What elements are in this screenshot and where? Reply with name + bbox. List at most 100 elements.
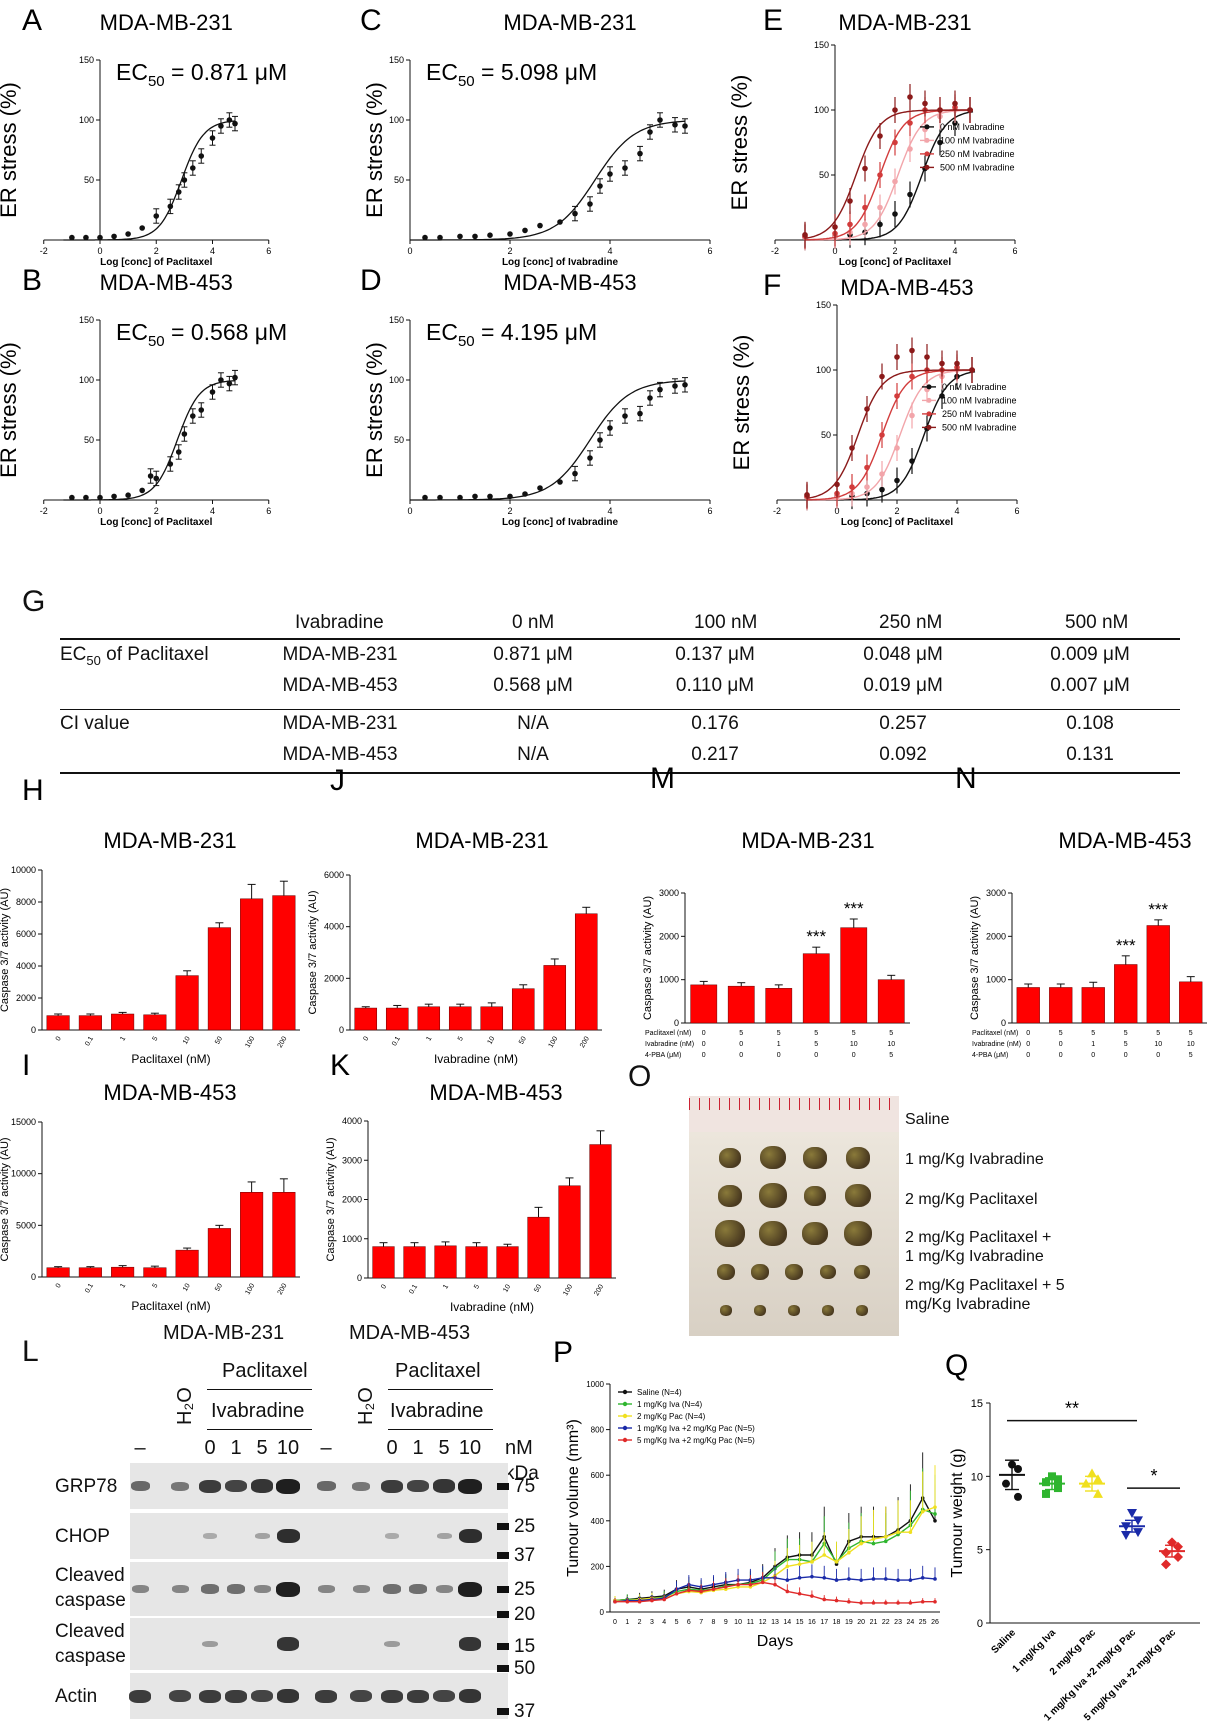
x-tick-label: 0 <box>832 246 837 256</box>
row-value: 0 <box>1026 1052 1030 1059</box>
x-tick-label: 0 <box>97 506 102 516</box>
data-point <box>687 1587 691 1591</box>
x-tick-label: 10 <box>182 1035 192 1045</box>
data-point <box>883 1534 888 1539</box>
data-point <box>637 1597 642 1602</box>
legend-label: 100 nM Ivabradine <box>940 135 1015 145</box>
data-point <box>871 1577 876 1581</box>
data-point <box>967 107 973 113</box>
blot-band <box>199 1689 221 1703</box>
table-ci-cell: 0.257 <box>879 713 927 734</box>
blot-unit: nM <box>505 1437 533 1459</box>
panel-label-l: L <box>22 1335 39 1368</box>
x-tick-label: 1 <box>119 1282 127 1289</box>
tumour-specimen <box>718 1185 743 1207</box>
y-tick-label: 8000 <box>16 897 36 907</box>
legend-label: 2 mg/Kg Pac (N=4) <box>637 1412 706 1421</box>
y-axis-title: Caspase 3/7 activity (AU) <box>0 888 11 1012</box>
y-tick-label: 4000 <box>324 922 344 932</box>
data-point <box>952 100 958 107</box>
tumour-specimen <box>720 1305 732 1316</box>
data-point <box>736 1582 740 1587</box>
data-point <box>933 1505 937 1509</box>
data-point <box>662 1596 667 1601</box>
x-tick-label: 1 <box>625 1619 629 1626</box>
blot-lane-label: 5 <box>438 1437 450 1459</box>
significance-stars: *** <box>1148 900 1168 919</box>
data-point <box>1081 1478 1091 1488</box>
x-tick-label: 22 <box>882 1619 890 1626</box>
blot-band <box>350 1689 372 1703</box>
blot-band <box>458 1637 482 1651</box>
data-point <box>190 165 196 171</box>
data-point <box>672 383 678 389</box>
ec50-label: EC50 = 5.098 μM <box>426 59 597 90</box>
blot-lane-label: 5 <box>256 1437 268 1459</box>
data-point <box>736 1582 740 1587</box>
blot-band <box>352 1585 370 1593</box>
x-tick-label: 3 <box>650 1619 654 1626</box>
x-tick-label: 5 <box>473 1283 481 1290</box>
blot-band <box>169 1689 191 1703</box>
row-value: 0 <box>1059 1041 1063 1048</box>
table-ec50-cell: 0.048 μM <box>863 644 943 665</box>
data-point <box>797 1553 802 1557</box>
x-tick-label: 10 <box>487 1035 497 1045</box>
data-point <box>422 234 428 241</box>
data-point <box>687 1582 691 1587</box>
row-value: 0 <box>777 1052 781 1059</box>
x-tick-label: 0.1 <box>408 1283 419 1295</box>
panel-label: E <box>763 4 783 37</box>
y-axis-title: Tumour weight (g) <box>949 1448 966 1577</box>
data-point <box>933 1519 937 1523</box>
data-point <box>650 1597 654 1602</box>
ec50-label: EC50 = 0.568 μM <box>116 319 287 350</box>
data-point <box>748 1582 753 1587</box>
blot-band <box>458 1529 482 1543</box>
data-point <box>871 1601 876 1605</box>
significance-label: * <box>1150 1466 1157 1486</box>
data-point <box>437 234 443 241</box>
data-point <box>472 493 478 500</box>
bar <box>511 988 535 1031</box>
blot-band <box>352 1481 370 1491</box>
x-tick-label: 2 mg/Kg Pac <box>1048 1627 1099 1678</box>
x-tick-label: -2 <box>771 246 779 256</box>
data-point <box>797 1562 802 1566</box>
row-value: 5 <box>1059 1030 1063 1037</box>
fit-curve <box>63 120 236 241</box>
data-point <box>613 1599 617 1604</box>
data-point <box>908 1523 913 1528</box>
table-ec50-cell: 0.871 μM <box>493 644 573 665</box>
blot-marker-label: 20 <box>514 1604 536 1625</box>
y-tick-label: 10 <box>971 1471 983 1483</box>
data-point <box>892 211 898 217</box>
blot-band <box>458 1689 482 1703</box>
blot-cell-line-231: MDA-MB-231 <box>163 1322 285 1344</box>
bar <box>417 1006 441 1031</box>
data-point <box>181 177 188 183</box>
blot-band <box>225 1479 247 1493</box>
data-point <box>711 1585 716 1589</box>
data-point <box>908 1601 913 1605</box>
data-point <box>1167 1537 1177 1548</box>
table-header-500nm: 500 nM <box>1065 612 1129 633</box>
x-tick-label: 0.1 <box>84 1035 95 1047</box>
table-ec50-cell: MDA-MB-231 <box>282 644 398 665</box>
data-point <box>871 1541 876 1546</box>
x-tick-label: 16 <box>808 1619 816 1626</box>
panel-title: MDA-MB-231 <box>415 828 548 853</box>
data-point <box>864 464 870 471</box>
data-point <box>153 213 160 219</box>
blot-marker-tick <box>497 1665 509 1672</box>
y-tick-label: 15 <box>971 1398 983 1410</box>
data-point <box>625 1597 630 1602</box>
data-point <box>909 458 915 464</box>
data-point <box>111 233 117 240</box>
panel-label-g: G <box>22 585 46 618</box>
data-point <box>773 1582 777 1587</box>
data-point <box>859 1539 863 1544</box>
x-tick-label: 100 <box>562 1283 574 1297</box>
row-value: 5 <box>739 1030 743 1037</box>
